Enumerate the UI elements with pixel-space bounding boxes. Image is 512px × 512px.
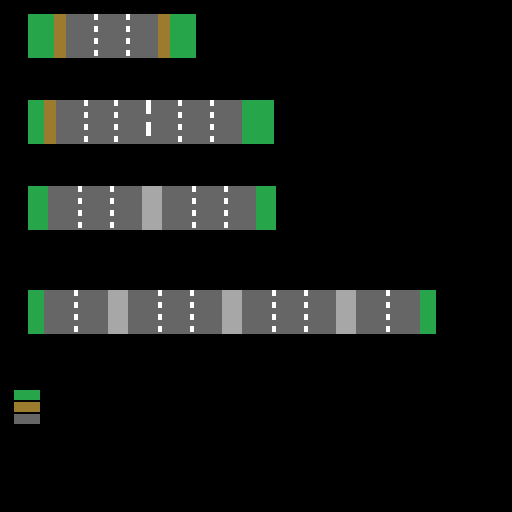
shoulder-segment: [54, 14, 66, 58]
median-segment: [222, 290, 242, 334]
legend-swatch: [14, 390, 40, 400]
grass-segment: [28, 14, 54, 58]
asphalt-segment: [128, 290, 222, 334]
legend-item-shoulder: [14, 402, 46, 412]
lane-marking: [78, 186, 82, 230]
median-segment: [108, 290, 128, 334]
legend-item-grass: [14, 390, 46, 400]
lane-marking: [192, 186, 196, 230]
shoulder-segment: [44, 100, 56, 144]
asphalt-segment: [242, 290, 336, 334]
lane-marking: [386, 290, 390, 334]
road-cross-section-1: [28, 14, 196, 58]
lane-marking: [158, 290, 162, 334]
lane-marking: [126, 14, 130, 58]
road-cross-section-3: [28, 186, 276, 230]
lane-marking: [190, 290, 194, 334]
lane-marking: [110, 186, 114, 230]
median-segment: [336, 290, 356, 334]
lane-marking: [146, 100, 151, 144]
lane-marking: [304, 290, 308, 334]
grass-segment: [170, 14, 196, 58]
grass-segment: [28, 100, 44, 144]
asphalt-segment: [48, 186, 142, 230]
median-segment: [142, 186, 162, 230]
road-cross-section-4: [28, 290, 436, 334]
grass-segment: [242, 100, 274, 144]
road-cross-section-2: [28, 100, 274, 144]
lane-marking: [74, 290, 78, 334]
lane-marking: [272, 290, 276, 334]
asphalt-segment: [66, 14, 158, 58]
lane-marking: [178, 100, 182, 144]
asphalt-segment: [162, 186, 256, 230]
grass-segment: [256, 186, 276, 230]
grass-segment: [28, 290, 44, 334]
legend-swatch: [14, 414, 40, 424]
lane-marking: [114, 100, 118, 144]
lane-marking: [94, 14, 98, 58]
lane-marking: [84, 100, 88, 144]
grass-segment: [28, 186, 48, 230]
legend: [14, 390, 46, 426]
lane-marking: [224, 186, 228, 230]
shoulder-segment: [158, 14, 170, 58]
legend-item-asphalt: [14, 414, 46, 424]
lane-marking: [210, 100, 214, 144]
legend-swatch: [14, 402, 40, 412]
grass-segment: [420, 290, 436, 334]
